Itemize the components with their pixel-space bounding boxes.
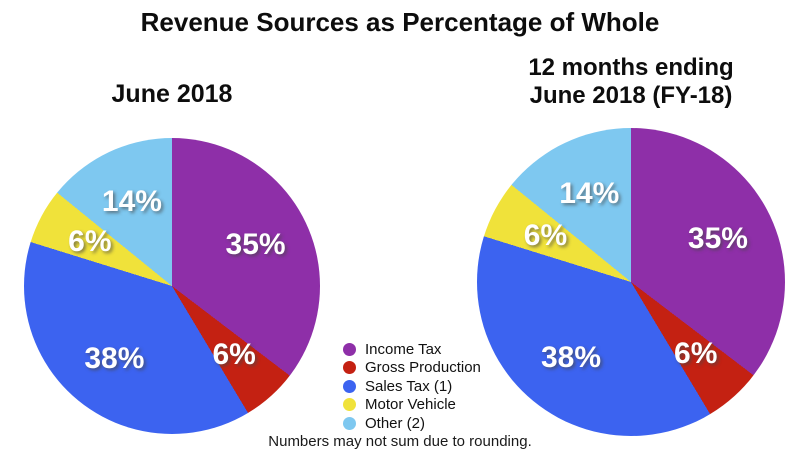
pie-slice-label: 38% <box>540 341 602 375</box>
legend-swatch-motor-vehicle-icon <box>343 398 356 412</box>
legend-item-gross-production: Gross Production <box>343 359 481 378</box>
legend-swatch-gross-production-icon <box>343 361 356 375</box>
pie-slice-label: 14% <box>101 184 162 218</box>
pie-slice-label: 14% <box>559 177 620 211</box>
pie-chart-fy18: 35% 6% 38% 6% 14% <box>477 128 785 436</box>
chart-title: Revenue Sources as Percentage of Whole <box>140 7 660 37</box>
rounding-footnote: Numbers may not sum due to rounding. <box>268 433 532 450</box>
right-pie-title-line1: 12 months ending <box>528 54 734 81</box>
legend-item-sales-tax: Sales Tax (1) <box>343 377 481 396</box>
pie-slice-label: 35% <box>687 221 748 255</box>
legend-label-motor-vehicle: Motor Vehicle <box>365 396 456 414</box>
legend-item-income-tax: Income Tax <box>343 340 481 359</box>
right-pie-title-line2: June 2018 (FY-18) <box>529 82 733 109</box>
pie-slice-label: 6% <box>212 338 256 372</box>
pie-slice-label: 35% <box>225 227 286 261</box>
pie-slice-label: 6% <box>523 219 568 253</box>
legend-label-sales-tax: Sales Tax (1) <box>365 377 453 395</box>
right-pie-title: 12 months ending June 2018 (FY-18) <box>477 54 785 110</box>
pie-chart-june-2018: 35% 6% 38% 6% 14% <box>24 138 320 434</box>
legend-label-gross-production: Gross Production <box>365 359 481 377</box>
legend-swatch-income-tax-icon <box>343 342 356 356</box>
legend-label-income-tax: Income Tax <box>365 340 442 358</box>
legend-label-other: Other (2) <box>365 414 426 432</box>
pie-slice-label: 6% <box>674 337 718 371</box>
pie-slice-label: 6% <box>68 224 112 258</box>
legend: Income Tax Gross Production Sales Tax (1… <box>343 340 481 433</box>
legend-swatch-other-icon <box>343 416 356 430</box>
left-pie-title: June 2018 <box>111 80 233 108</box>
pie-slice-label: 38% <box>84 342 145 376</box>
legend-item-other: Other (2) <box>343 414 481 433</box>
legend-swatch-sales-tax-icon <box>343 379 356 393</box>
legend-item-motor-vehicle: Motor Vehicle <box>343 396 481 415</box>
